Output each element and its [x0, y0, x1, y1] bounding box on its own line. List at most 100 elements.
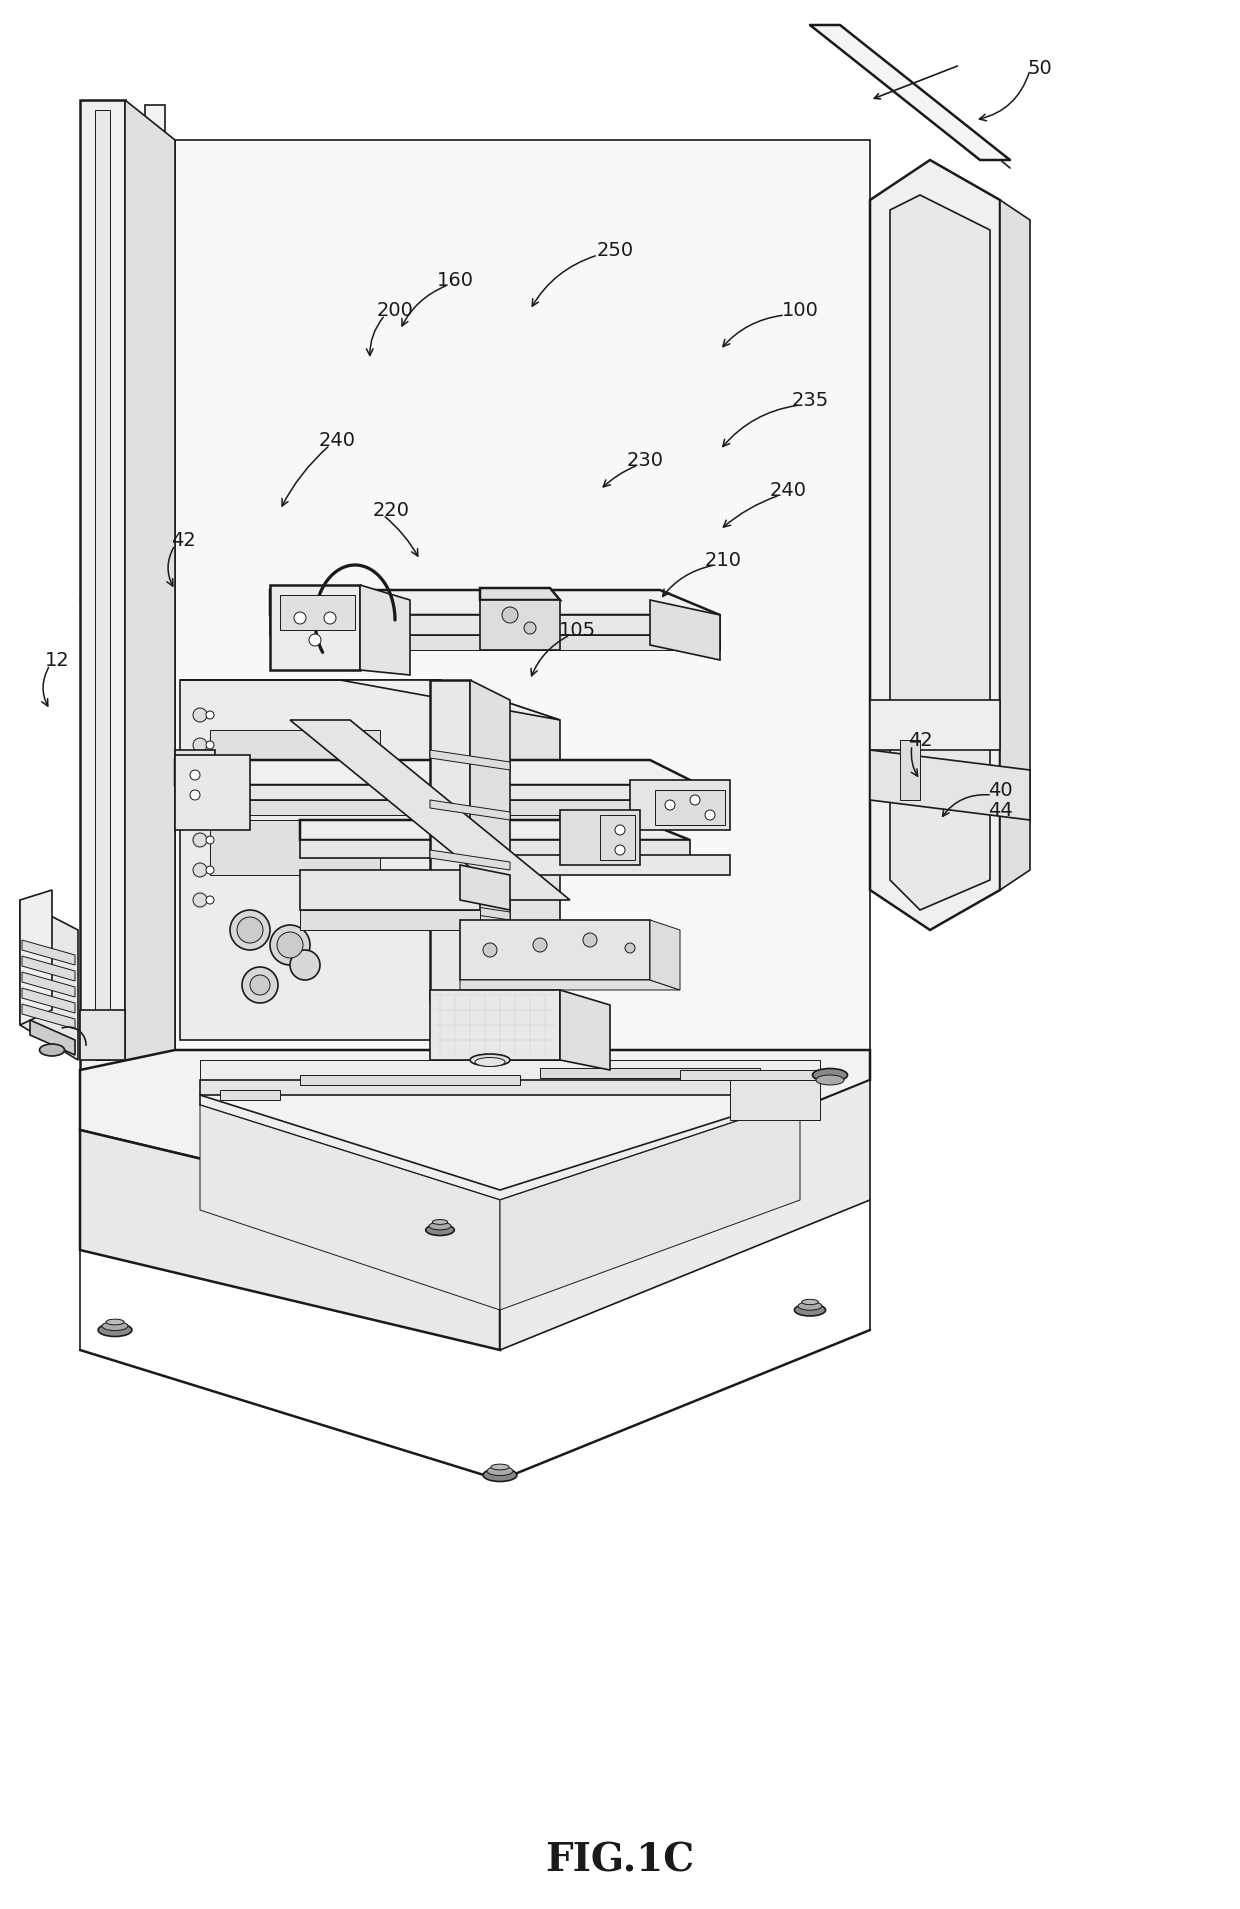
Polygon shape — [890, 195, 990, 911]
Polygon shape — [360, 584, 410, 676]
Ellipse shape — [816, 1075, 844, 1084]
Ellipse shape — [812, 1069, 847, 1082]
Text: 42: 42 — [171, 531, 196, 550]
Polygon shape — [20, 899, 78, 1059]
Polygon shape — [430, 800, 510, 821]
Polygon shape — [900, 741, 920, 800]
Circle shape — [193, 739, 207, 752]
Circle shape — [484, 943, 497, 956]
Ellipse shape — [412, 1136, 448, 1155]
Ellipse shape — [475, 1058, 505, 1067]
Polygon shape — [500, 1100, 800, 1310]
Polygon shape — [539, 1067, 760, 1079]
Circle shape — [237, 916, 263, 943]
Text: 100: 100 — [781, 300, 818, 319]
Circle shape — [206, 895, 215, 905]
Polygon shape — [810, 25, 1011, 160]
Polygon shape — [300, 911, 480, 930]
Circle shape — [625, 943, 635, 953]
Polygon shape — [440, 680, 560, 1050]
Polygon shape — [730, 1080, 820, 1121]
Polygon shape — [175, 800, 701, 815]
Text: 240: 240 — [319, 431, 356, 449]
Polygon shape — [630, 781, 730, 830]
Text: 230: 230 — [626, 451, 663, 470]
Polygon shape — [81, 1130, 500, 1350]
Polygon shape — [22, 939, 74, 966]
Polygon shape — [560, 991, 610, 1071]
Polygon shape — [180, 680, 440, 1040]
Polygon shape — [300, 840, 689, 857]
Circle shape — [206, 741, 215, 748]
Ellipse shape — [98, 1323, 131, 1336]
Circle shape — [250, 975, 270, 995]
Polygon shape — [470, 680, 510, 1016]
Ellipse shape — [40, 1044, 64, 1056]
Polygon shape — [480, 588, 560, 599]
Circle shape — [665, 800, 675, 809]
Polygon shape — [219, 1090, 280, 1100]
Polygon shape — [655, 790, 725, 825]
Polygon shape — [430, 750, 510, 769]
Circle shape — [270, 926, 310, 966]
Text: 240: 240 — [770, 481, 806, 500]
Circle shape — [206, 836, 215, 844]
Circle shape — [502, 607, 518, 622]
Polygon shape — [270, 590, 720, 615]
Circle shape — [525, 622, 536, 634]
Circle shape — [193, 708, 207, 722]
Polygon shape — [180, 680, 560, 720]
Circle shape — [193, 767, 207, 783]
Polygon shape — [125, 99, 175, 1080]
Ellipse shape — [795, 1304, 826, 1315]
Circle shape — [689, 794, 701, 806]
Text: 44: 44 — [987, 800, 1012, 819]
Polygon shape — [650, 920, 680, 991]
Polygon shape — [200, 1096, 800, 1201]
Polygon shape — [600, 815, 635, 859]
Polygon shape — [175, 760, 701, 785]
Ellipse shape — [801, 1300, 818, 1304]
Ellipse shape — [454, 1247, 506, 1273]
Polygon shape — [460, 865, 510, 911]
Circle shape — [309, 634, 321, 645]
Polygon shape — [22, 972, 74, 996]
Polygon shape — [22, 1004, 74, 1029]
Circle shape — [229, 911, 270, 951]
Polygon shape — [430, 899, 510, 920]
Polygon shape — [870, 701, 999, 750]
Text: 12: 12 — [45, 651, 69, 670]
Text: 105: 105 — [558, 620, 595, 640]
Polygon shape — [270, 615, 720, 636]
Circle shape — [193, 863, 207, 876]
Text: 250: 250 — [596, 241, 634, 260]
Ellipse shape — [470, 1054, 510, 1065]
Circle shape — [583, 934, 596, 947]
Polygon shape — [175, 785, 701, 800]
Ellipse shape — [425, 1224, 454, 1235]
Circle shape — [190, 769, 200, 781]
Polygon shape — [145, 105, 165, 1050]
Polygon shape — [81, 99, 125, 1071]
Polygon shape — [81, 1010, 125, 1059]
Circle shape — [706, 809, 715, 821]
Text: 235: 235 — [791, 391, 828, 410]
Text: 160: 160 — [436, 271, 474, 290]
Polygon shape — [175, 750, 215, 821]
Ellipse shape — [484, 1468, 517, 1481]
Polygon shape — [270, 584, 360, 670]
Polygon shape — [450, 855, 730, 874]
Ellipse shape — [429, 1222, 451, 1229]
Polygon shape — [480, 599, 560, 649]
Polygon shape — [210, 821, 379, 874]
Text: 200: 200 — [377, 300, 413, 319]
Polygon shape — [270, 636, 720, 649]
Text: 42: 42 — [908, 731, 932, 750]
Polygon shape — [175, 139, 870, 1050]
Circle shape — [206, 867, 215, 874]
Circle shape — [193, 893, 207, 907]
Circle shape — [193, 832, 207, 848]
Polygon shape — [81, 1050, 870, 1229]
Ellipse shape — [102, 1321, 128, 1331]
Polygon shape — [20, 890, 52, 1025]
